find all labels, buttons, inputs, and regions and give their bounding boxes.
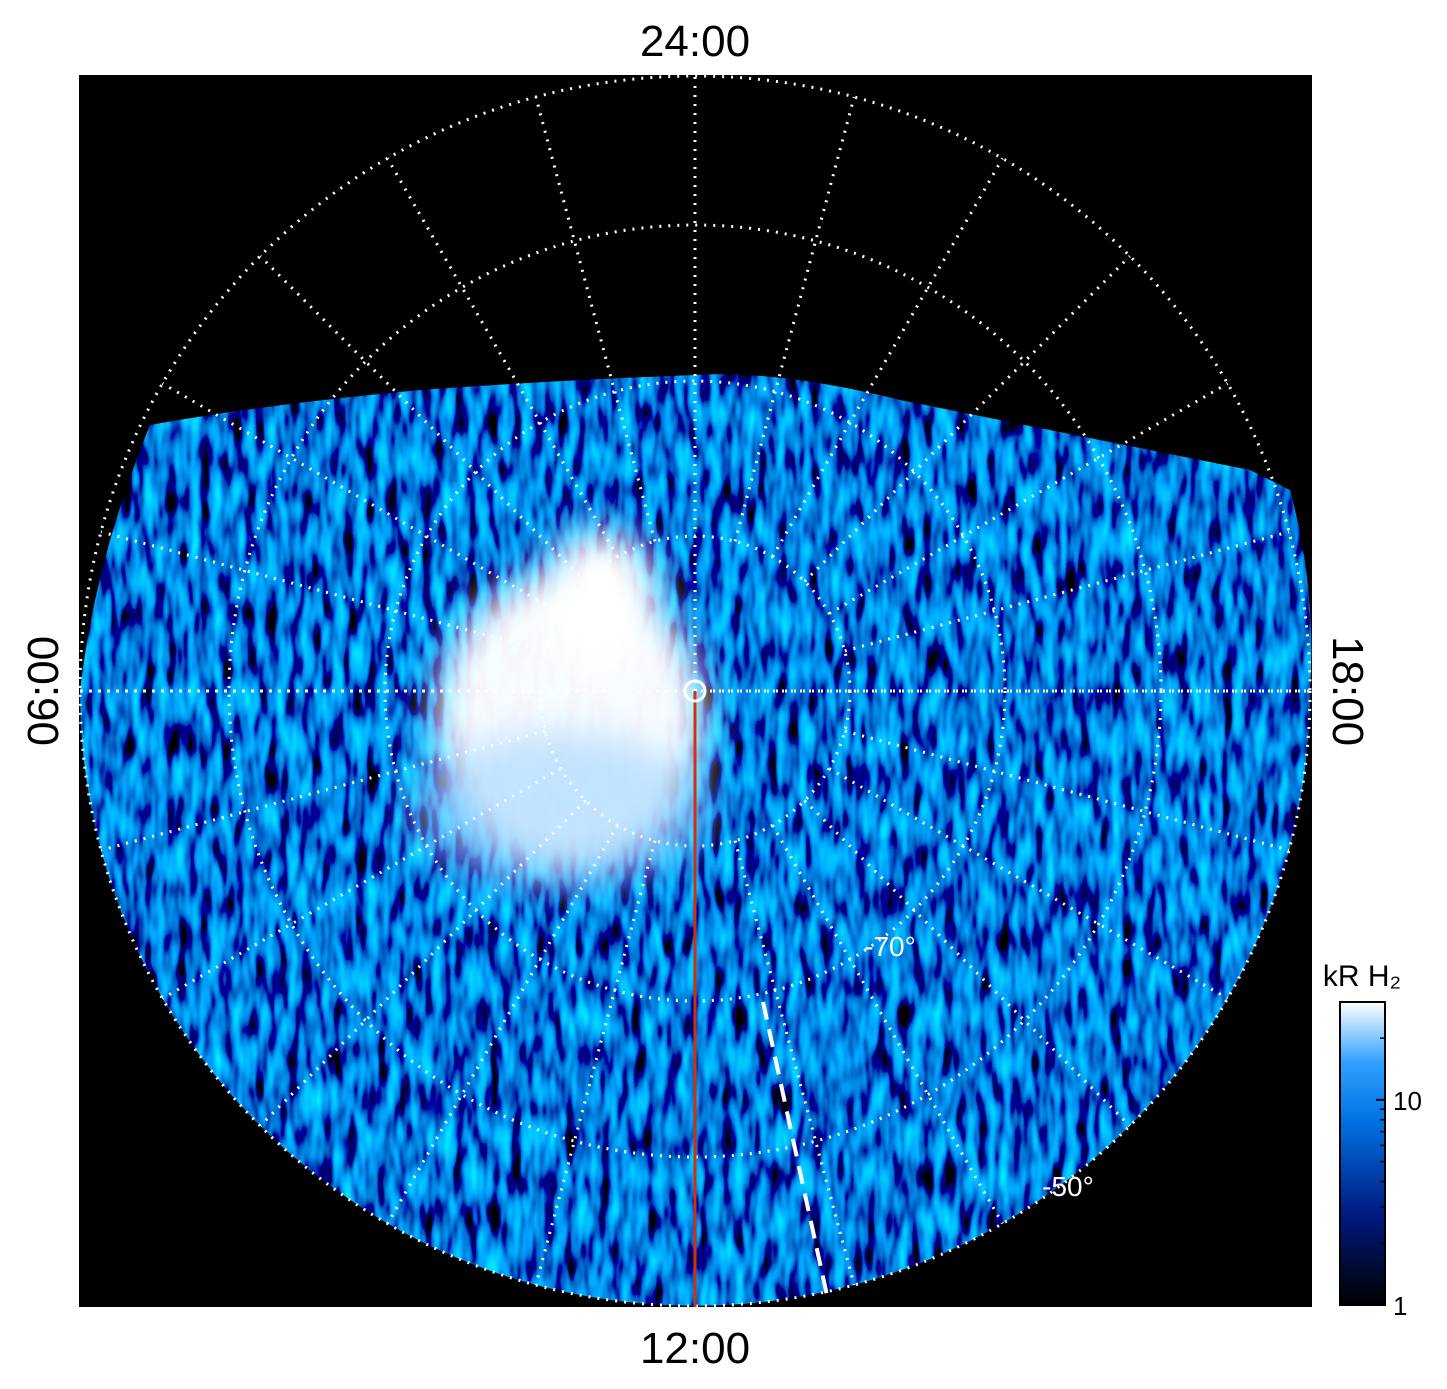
time-label-top: 24:00 [640,17,750,66]
colorbar-tick-label: 10 [1393,1086,1422,1116]
bright-region [410,530,710,890]
time-label-bottom: 12:00 [640,1324,750,1373]
time-label-left: 06:00 [19,636,68,746]
latitude-label: -50° [1042,1171,1094,1202]
colorbar-ticks: 1 10 [1376,1037,1422,1321]
colorbar [1339,1001,1386,1306]
latitude-circle [78,74,1312,1308]
pole-marker [683,679,707,703]
colorbar-tick-label: 1 [1393,1291,1407,1321]
time-label-right: 18:00 [1323,636,1372,746]
dashed-line [761,1001,830,1301]
latitude-label: -70° [864,931,916,962]
colorbar-title: kR H₂ [1323,960,1401,993]
